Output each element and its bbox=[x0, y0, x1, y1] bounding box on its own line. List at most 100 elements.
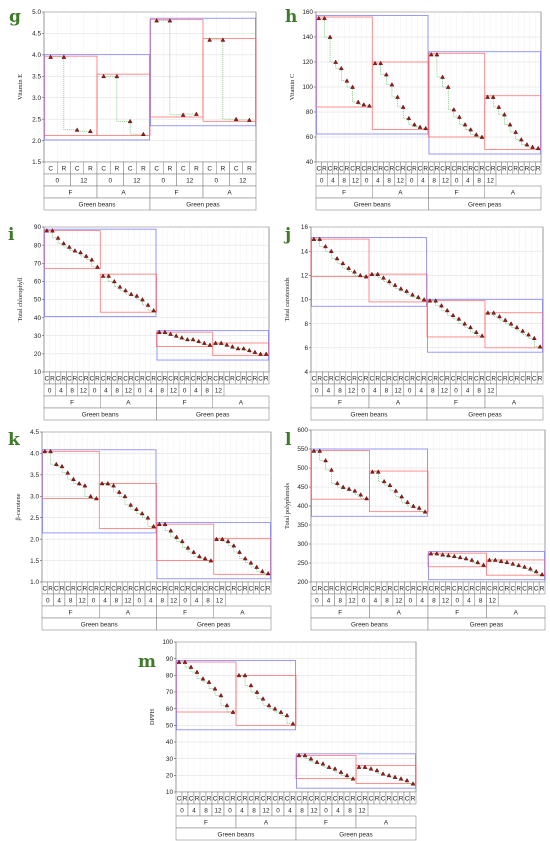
data-point bbox=[355, 99, 361, 104]
row-time-cell: 8 bbox=[160, 387, 164, 394]
data-point bbox=[326, 764, 332, 769]
data-point bbox=[504, 559, 510, 565]
row-cr-cell: R bbox=[481, 585, 486, 592]
row-cr-cell: R bbox=[491, 165, 496, 172]
row-cr-cell: C bbox=[487, 585, 492, 592]
row-time-cell: 0 bbox=[161, 177, 165, 184]
row-time-cell: 4 bbox=[194, 387, 198, 394]
data-point bbox=[352, 488, 358, 493]
row-cr-cell: R bbox=[526, 375, 531, 382]
row-cr-cell: C bbox=[191, 375, 196, 382]
data-point bbox=[400, 104, 406, 109]
row-cr-cell: R bbox=[364, 585, 369, 592]
data-point bbox=[200, 676, 206, 681]
row-cr-cell: C bbox=[181, 165, 186, 172]
row-time-cell: 12 bbox=[80, 177, 88, 184]
row-crop-cell: Green beans bbox=[351, 621, 388, 628]
row-cr-cell: R bbox=[468, 375, 473, 382]
row-time-cell: 4 bbox=[374, 597, 378, 604]
data-point bbox=[139, 511, 145, 516]
data-point bbox=[428, 52, 434, 57]
row-method-cell: F bbox=[455, 189, 459, 196]
row-time-cell: 0 bbox=[46, 597, 50, 604]
data-point bbox=[508, 321, 514, 326]
data-point bbox=[356, 764, 362, 769]
row-cr-cell: R bbox=[536, 165, 541, 172]
step-line bbox=[73, 479, 80, 484]
data-point bbox=[357, 272, 363, 278]
step-line bbox=[116, 76, 131, 122]
y-tick-label: 400 bbox=[297, 503, 308, 510]
row-time-cell: 8 bbox=[338, 597, 342, 604]
y-tick-label: 4.5 bbox=[32, 31, 41, 38]
row-crop-cell-box bbox=[156, 407, 270, 421]
data-point bbox=[537, 344, 543, 349]
row-cr-cell: C bbox=[237, 795, 242, 802]
data-point bbox=[206, 679, 212, 684]
data-point bbox=[185, 336, 190, 342]
row-time-cell: 12 bbox=[262, 807, 270, 814]
row-cr-cell-box bbox=[538, 581, 546, 595]
row-cr-cell: R bbox=[422, 375, 427, 382]
row-cr-cell: R bbox=[163, 585, 168, 592]
data-point bbox=[168, 331, 173, 336]
step-line bbox=[504, 114, 511, 125]
row-cr-cell: R bbox=[247, 165, 252, 172]
row-cr-cell: C bbox=[350, 165, 355, 172]
data-point bbox=[363, 274, 369, 279]
row-time-cell: 0 bbox=[48, 387, 52, 394]
data-point bbox=[518, 137, 524, 142]
data-point bbox=[528, 566, 533, 571]
row-cr-cell: C bbox=[485, 165, 490, 172]
y-tick-label: 3.5 bbox=[32, 73, 41, 80]
y-tick-label: 20 bbox=[166, 773, 174, 780]
row-cr-cell: C bbox=[333, 795, 338, 802]
row-cr-cell: C bbox=[157, 585, 162, 592]
row-cr-cell: R bbox=[491, 375, 496, 382]
row-cr-cell: C bbox=[520, 375, 525, 382]
row-cr-cell: C bbox=[405, 795, 410, 802]
data-point bbox=[141, 131, 146, 136]
row-cr-cell: C bbox=[462, 375, 467, 382]
y-tick-label: 250 bbox=[297, 560, 308, 567]
row-method-cell: A bbox=[396, 399, 401, 406]
step-line bbox=[470, 129, 477, 135]
data-point bbox=[88, 128, 93, 133]
row-time-cell: 4 bbox=[288, 807, 292, 814]
row-time-cell: 12 bbox=[487, 177, 495, 184]
row-method-cell: F bbox=[69, 189, 73, 196]
row-time-cell: 8 bbox=[477, 177, 481, 184]
row-cr-cell: R bbox=[445, 375, 450, 382]
row-cr-cell: R bbox=[118, 375, 123, 382]
row-time-cell: 8 bbox=[477, 387, 481, 394]
step-line bbox=[50, 451, 57, 465]
row-crop-cell-box bbox=[295, 827, 417, 841]
row-cr-cell: C bbox=[395, 165, 400, 172]
y-tick-label: 160 bbox=[302, 9, 313, 16]
group-box-outer bbox=[44, 228, 157, 317]
data-point bbox=[526, 332, 531, 337]
step-line bbox=[492, 97, 499, 108]
data-point bbox=[290, 721, 296, 726]
row-time-cell: 0 bbox=[455, 597, 459, 604]
row-time-cell: 0 bbox=[324, 807, 328, 814]
row-method-cell: A bbox=[514, 609, 519, 616]
row-cr-cell: R bbox=[219, 795, 224, 802]
step-line bbox=[325, 246, 332, 252]
data-point bbox=[516, 562, 522, 568]
row-cr-cell: C bbox=[345, 795, 350, 802]
data-point bbox=[263, 351, 269, 356]
row-cr-cell: R bbox=[317, 375, 322, 382]
data-point bbox=[224, 702, 230, 708]
data-point bbox=[439, 303, 444, 308]
row-cr-cell-box bbox=[409, 791, 417, 805]
y-tick-label: 90 bbox=[166, 656, 174, 663]
row-cr-cell: R bbox=[207, 795, 212, 802]
data-point bbox=[338, 769, 344, 774]
data-point bbox=[375, 271, 381, 276]
row-cr-cell-box bbox=[535, 161, 542, 175]
row-cr-cell: C bbox=[321, 795, 326, 802]
data-point bbox=[247, 117, 252, 122]
row-cr-cell: C bbox=[439, 375, 444, 382]
row-time-cell: 12 bbox=[358, 807, 366, 814]
